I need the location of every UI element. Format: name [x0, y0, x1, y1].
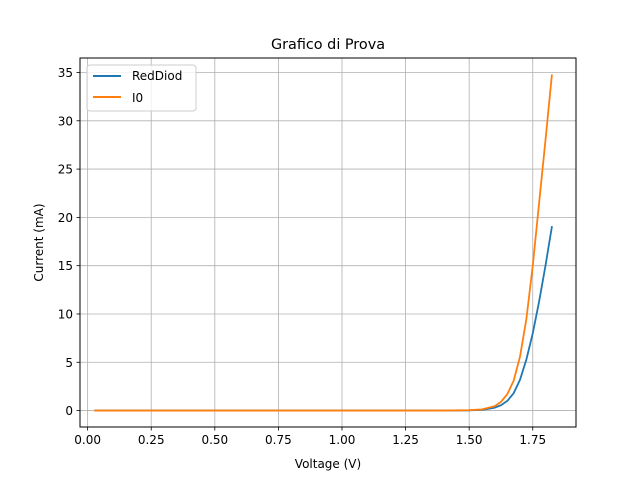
- y-tick-label: 30: [58, 114, 73, 128]
- x-ticks: 0.00 0.25 0.50 0.75 1.00 1.25 1.50 1.75: [74, 427, 546, 447]
- x-tick-label: 1.50: [456, 433, 483, 447]
- y-tick-label: 20: [58, 211, 73, 225]
- legend-label-reddiod: RedDiod: [132, 69, 182, 83]
- x-tick-label: 1.25: [392, 433, 419, 447]
- y-tick-label: 35: [58, 66, 73, 80]
- y-tick-label: 15: [58, 259, 73, 273]
- x-tick-label: 0.00: [74, 433, 101, 447]
- x-tick-label: 0.50: [201, 433, 228, 447]
- y-tick-label: 25: [58, 163, 73, 177]
- y-ticks: 0 5 10 15 20 25 30 35: [58, 66, 80, 418]
- x-tick-label: 1.00: [329, 433, 356, 447]
- series-layer: [94, 74, 553, 412]
- y-tick-label: 10: [58, 307, 73, 321]
- x-tick-label: 0.75: [265, 433, 292, 447]
- x-axis-label: Voltage (V): [295, 457, 361, 471]
- plot-frame: [79, 57, 577, 428]
- legend: RedDiod I0: [86, 64, 197, 112]
- series-line-i0: [94, 74, 553, 412]
- legend-label-i0: I0: [132, 91, 143, 105]
- y-tick-label: 0: [65, 404, 73, 418]
- x-tick-label: 1.75: [519, 433, 546, 447]
- y-axis-label: Current (mA): [32, 203, 46, 281]
- y-tick-label: 5: [65, 356, 73, 370]
- x-tick-label: 0.25: [138, 433, 165, 447]
- chart-title: Grafico di Prova: [271, 37, 385, 53]
